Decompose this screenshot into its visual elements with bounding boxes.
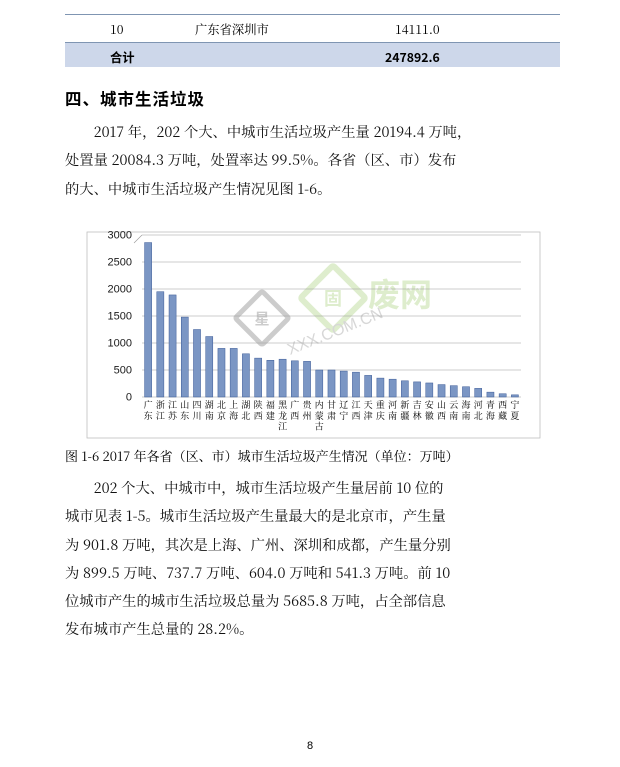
svg-text:州: 州 [303,409,312,422]
svg-text:南: 南 [449,409,458,422]
svg-text:星: 星 [254,308,269,329]
svg-text:津: 津 [364,409,373,422]
svg-text:500: 500 [114,365,132,377]
svg-text:江: 江 [278,420,287,433]
svg-text:XXX.COM.CN: XXX.COM.CN [285,305,385,359]
svg-text:建: 建 [266,409,275,422]
svg-text:1500: 1500 [108,311,132,323]
svg-text:京: 京 [217,409,226,422]
svg-text:海: 海 [486,409,495,422]
svg-text:古: 古 [315,420,324,433]
svg-text:3000: 3000 [108,230,132,242]
svg-text:宁: 宁 [339,409,348,422]
svg-text:藏: 藏 [498,409,507,422]
svg-text:2500: 2500 [108,257,132,269]
svg-text:海: 海 [229,409,238,422]
svg-text:南: 南 [205,409,214,422]
svg-text:0: 0 [126,392,132,404]
svg-text:东: 东 [144,409,153,422]
svg-text:1000: 1000 [108,338,132,350]
svg-text:2000: 2000 [108,284,132,296]
svg-text:西: 西 [351,409,360,422]
svg-text:肃: 肃 [327,409,336,422]
svg-text:江: 江 [156,409,165,422]
svg-text:林: 林 [413,409,422,422]
svg-text:疆: 疆 [400,409,409,422]
svg-text:南: 南 [461,409,470,422]
svg-text:西: 西 [290,409,299,422]
svg-text:庆: 庆 [376,409,385,422]
svg-text:夏: 夏 [510,409,519,422]
svg-text:徽: 徽 [425,409,434,422]
svg-text:西: 西 [437,409,446,422]
svg-text:北: 北 [241,409,250,422]
svg-text:川: 川 [193,409,202,422]
svg-text:东: 东 [180,409,189,422]
svg-text:南: 南 [388,409,397,422]
svg-text:苏: 苏 [168,409,178,422]
svg-text:北: 北 [474,409,483,422]
svg-text:西: 西 [254,409,263,422]
